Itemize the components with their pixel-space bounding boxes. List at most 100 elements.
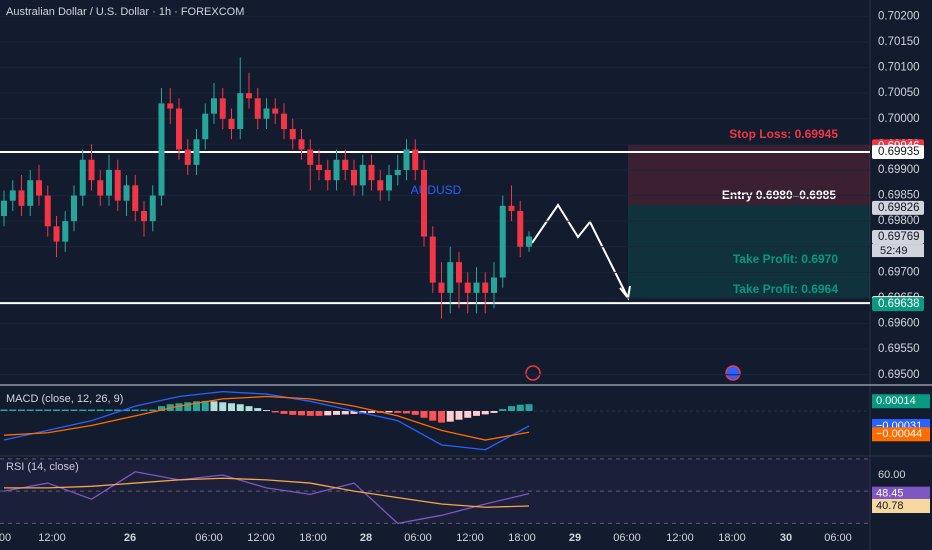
price-tag-label: 0.69826 [878,202,920,214]
candle-body [184,149,191,165]
candle-body [394,169,401,176]
candle-body [1,200,7,217]
macd-histogram-bar [26,409,34,411]
candle-body [298,139,305,150]
macd-line [3,395,530,441]
candle-body [499,205,506,278]
candle-body [526,236,532,247]
event-icon[interactable] [525,365,541,381]
candle-body [456,262,462,283]
macd-histogram-bar [350,411,358,414]
macd-histogram-bar [271,411,279,413]
x-tick-label: 26 [124,532,136,544]
candle-body [482,282,489,293]
indicator-tag-label: −0.00044 [876,428,922,440]
macd-histogram-bar [149,409,157,411]
macd-title: MACD (close, 12, 26, 9) [6,393,123,405]
price-tick-label: 0.69600 [878,318,920,330]
macd-histogram-bar [280,411,288,414]
macd-histogram-bar [184,402,192,411]
macd-histogram-bar [158,406,165,411]
candle-body [9,190,16,201]
candle-body [211,98,217,114]
price-tick-label: 0.69800 [878,215,920,227]
chart-title: Australian Dollar / U.S. Dollar · 1h · F… [6,6,244,18]
stop-loss-label: Stop Loss: 0.69945 [729,127,838,141]
candle-body [508,205,515,211]
macd-histogram-bar [35,409,43,411]
candle-body [342,159,349,170]
macd-histogram-bar [315,411,323,416]
macd-histogram-bar [219,402,227,411]
candle-body [412,149,419,170]
macd-histogram-bar [385,411,393,413]
candle-body [447,262,454,293]
candle-body [53,226,60,242]
candle-body [517,210,524,247]
macd-histogram-bar [368,411,375,413]
price-tag [872,145,924,160]
x-tick-label: 06:00 [404,532,432,544]
x-tick-label: 30 [780,532,792,544]
macd-histogram-bar [228,403,235,411]
macd-histogram-bar [298,411,305,416]
candle-body [79,159,86,196]
rsi-tick-label: 60.00 [878,469,906,481]
macd-histogram-bar [245,406,253,411]
flag-icon[interactable] [725,365,741,381]
price-tick-label: 0.70000 [878,113,920,125]
macd-histogram-bar [79,409,87,411]
candle-body [359,164,366,186]
macd-histogram-bar [236,404,244,411]
candle-body [97,180,104,196]
macd-histogram-bar [53,409,60,411]
countdown: 52:49 [880,245,908,257]
macd-histogram-bar [254,408,262,411]
candle-body [368,164,375,181]
candle-body [176,108,182,150]
candle-body [158,103,165,196]
candle-body [386,175,392,191]
candle-body [114,169,121,201]
candle-body [202,113,209,140]
macd-histogram-bar [420,411,428,418]
macd-histogram-bar [306,411,314,416]
candle-body [149,195,156,222]
macd-histogram-bar [324,411,332,416]
macd-histogram-bar [403,411,410,414]
candle-body [491,277,497,293]
candle-body [123,185,130,201]
macd-histogram-bar [175,403,183,411]
x-tick-label: 06:00 [613,532,641,544]
macd-histogram-bar [9,409,17,411]
x-tick-label: 12:00 [247,532,275,544]
x-tick-label: 18:00 [299,532,327,544]
macd-histogram-bar [525,404,533,411]
candle-body [132,185,139,211]
price-tick-label: 0.70200 [878,10,920,22]
candle-body [254,98,261,119]
x-tick-label: 29 [569,532,581,544]
candle-body [473,282,480,293]
candle-body [377,180,384,191]
price-tag-label: 0.69935 [878,146,920,158]
macd-histogram-bar [499,409,507,411]
price-tick-label: 0.70100 [878,62,920,74]
candle-body [228,118,235,130]
candle-body [421,169,427,237]
macd-histogram-bar [44,409,52,411]
candle-body [62,221,69,242]
macd-histogram-bar [394,411,402,413]
candle-body [71,195,77,222]
macd-histogram-bar [516,404,524,411]
rsi-title: RSI (14, close) [6,461,79,473]
x-tick-label: 06:00 [824,532,852,544]
stop-zone [628,145,870,205]
candle-body [281,113,287,130]
x-tick-label: 28 [360,532,372,544]
price-tag-label: 0.69638 [878,298,920,310]
macd-histogram-bar [61,409,69,411]
macd-histogram-bar [193,401,200,411]
